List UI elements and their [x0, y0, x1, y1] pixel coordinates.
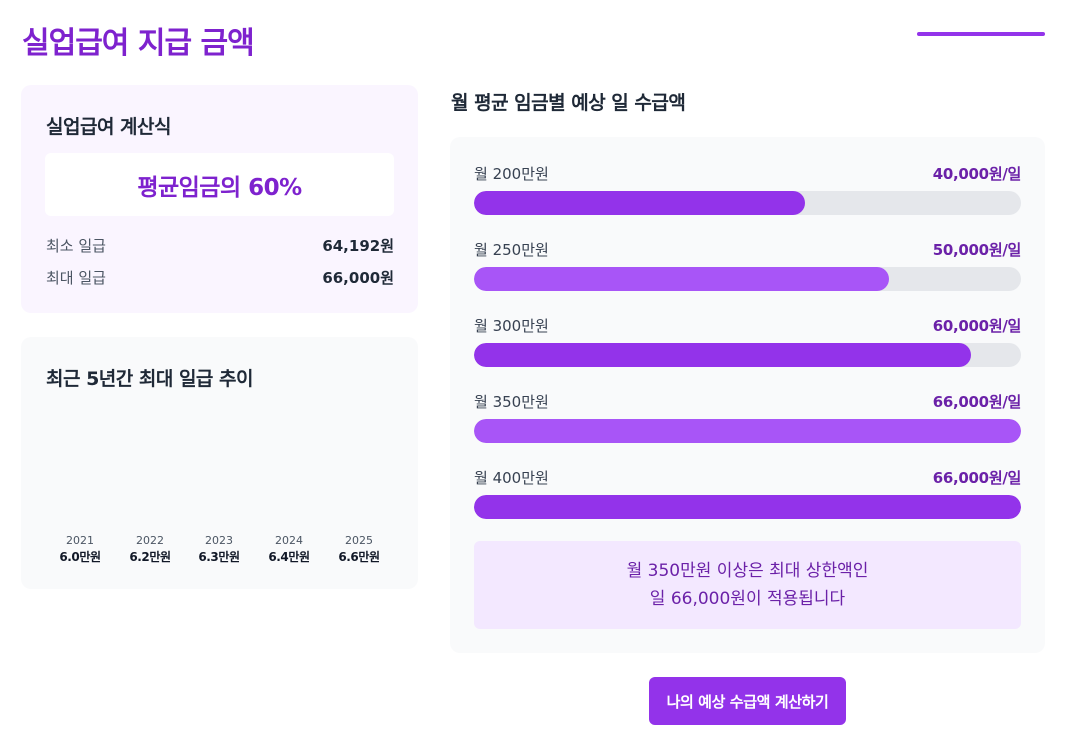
trend-year: 2024 [275, 534, 303, 547]
max-daily-row: 최대 일급 66,000원 [46, 267, 394, 288]
bars-section-title: 월 평균 임금별 예상 일 수급액 [451, 92, 686, 114]
bar-amount: 40,000원/일 [932, 164, 1022, 183]
bar-row: 월 200만원 40,000원/일 [474, 163, 1021, 215]
trend-value: 6.6만원 [338, 550, 380, 564]
trend-item: 2023 6.3만원 [184, 534, 254, 566]
bar-row: 월 250만원 50,000원/일 [474, 239, 1021, 291]
bar-label: 월 200만원 [474, 164, 549, 183]
cap-notice-line2: 일 66,000원이 적용됩니다 [649, 589, 846, 609]
trend-year: 2021 [66, 534, 94, 547]
formula-card-title: 실업급여 계산식 [46, 116, 171, 138]
bar-track [474, 191, 1021, 215]
calculate-button[interactable]: 나의 예상 수급액 계산하기 [649, 677, 846, 725]
bar-amount: 66,000원/일 [932, 392, 1022, 411]
trend-item: 2024 6.4만원 [254, 534, 324, 566]
trend-item: 2021 6.0만원 [45, 534, 115, 566]
trend-year: 2025 [345, 534, 373, 547]
bar-track [474, 343, 1021, 367]
bar-track [474, 495, 1021, 519]
bar-track [474, 419, 1021, 443]
min-daily-row: 최소 일급 64,192원 [46, 235, 394, 256]
page-title: 실업급여 지급 금액 [22, 26, 255, 61]
trend-item: 2025 6.6만원 [324, 534, 394, 566]
cap-notice: 월 350만원 이상은 최대 상한액인 일 66,000원이 적용됩니다 [474, 541, 1021, 629]
bar-row: 월 300만원 60,000원/일 [474, 315, 1021, 367]
trend-item: 2022 6.2만원 [115, 534, 185, 566]
bar-row: 월 350만원 66,000원/일 [474, 391, 1021, 443]
bar-fill [474, 419, 1021, 443]
bar-label: 월 300만원 [474, 316, 549, 335]
bar-amount: 60,000원/일 [932, 316, 1022, 335]
bar-label: 월 350만원 [474, 392, 549, 411]
bars-card: 월 200만원 40,000원/일 월 250만원 50,000원/일 월 30… [450, 137, 1045, 653]
bar-label: 월 400만원 [474, 468, 549, 487]
bar-track [474, 267, 1021, 291]
trend-value: 6.0만원 [59, 550, 101, 564]
bar-fill [474, 343, 972, 367]
bar-fill [474, 267, 889, 291]
cap-notice-line1: 월 350만원 이상은 최대 상한액인 [626, 561, 869, 581]
bar-row: 월 400만원 66,000원/일 [474, 467, 1021, 519]
formula-card: 실업급여 계산식 평균임금의 60% 최소 일급 64,192원 최대 일급 6… [21, 85, 418, 313]
trend-value: 6.4만원 [268, 550, 310, 564]
formula-expression: 평균임금의 60% [45, 153, 394, 216]
trend-card: 최근 5년간 최대 일급 추이 2021 6.0만원 2022 6.2만원 20… [21, 337, 418, 589]
bar-amount: 50,000원/일 [932, 240, 1022, 259]
trend-card-title: 최근 5년간 최대 일급 추이 [46, 368, 253, 390]
trend-year: 2022 [136, 534, 164, 547]
trend-year: 2023 [205, 534, 233, 547]
bar-amount: 66,000원/일 [932, 468, 1022, 487]
bar-label: 월 250만원 [474, 240, 549, 259]
bar-fill [474, 191, 806, 215]
trend-value: 6.3만원 [198, 550, 240, 564]
trend-value: 6.2만원 [129, 550, 171, 564]
max-daily-value: 66,000원 [322, 269, 394, 287]
bar-fill [474, 495, 1021, 519]
min-daily-label: 최소 일급 [46, 237, 106, 255]
title-underline [917, 32, 1045, 36]
max-daily-label: 최대 일급 [46, 269, 106, 287]
min-daily-value: 64,192원 [322, 237, 394, 255]
